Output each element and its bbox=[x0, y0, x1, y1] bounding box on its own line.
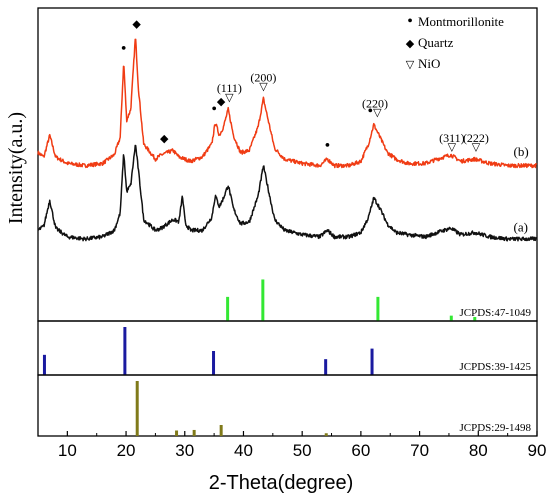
x-tick-label-2: 30 bbox=[175, 441, 194, 460]
reference-panel-0: JCPDS:47-1049 bbox=[226, 279, 531, 321]
hkl-label-12: (220) bbox=[362, 96, 388, 110]
peak-marker-2: ◆ bbox=[160, 133, 169, 145]
reference-label-2: JCPDS:29-1498 bbox=[459, 422, 531, 434]
x-tick-label-7: 80 bbox=[469, 441, 488, 460]
main-panel: (b)(a)•◆◆• ◆ ▽(111) ▽(200)•• ▽(220)▽(311)▽(2… bbox=[37, 7, 538, 322]
peak-marker-9: • bbox=[325, 137, 331, 154]
x-tick-label-1: 20 bbox=[117, 441, 136, 460]
series-label-0: (b) bbox=[514, 144, 529, 159]
x-tick-label-3: 40 bbox=[234, 441, 253, 460]
hkl-label-16: (222) bbox=[463, 131, 489, 145]
reference-panel-frame-2 bbox=[37, 374, 538, 437]
x-axis: 10 20 30 40 50 60 70 80 90 bbox=[37, 431, 547, 460]
series-line-0 bbox=[37, 38, 538, 169]
x-tick-label-6: 70 bbox=[410, 441, 429, 460]
peak-marker-11: ▽ bbox=[373, 107, 382, 119]
hkl-label-14: (311) bbox=[439, 131, 465, 145]
x-tick-label-0: 10 bbox=[58, 441, 77, 460]
peak-marker-5: ▽ bbox=[225, 92, 234, 104]
legend-label-0: Montmorillonite bbox=[418, 14, 504, 29]
x-tick-label-4: 50 bbox=[293, 441, 312, 460]
legend-label-1: Quartz bbox=[418, 35, 454, 50]
peak-marker-15: ▽ bbox=[472, 141, 481, 153]
legend-symbol-0: • bbox=[407, 13, 413, 30]
series-line-1 bbox=[37, 144, 538, 242]
reference-label-0: JCPDS:47-1049 bbox=[459, 307, 531, 319]
x-tick-label-8: 90 bbox=[528, 441, 547, 460]
peak-marker-3: • bbox=[211, 101, 217, 118]
peak-marker-13: ▽ bbox=[448, 141, 457, 153]
x-axis-label: 2-Theta(degree) bbox=[209, 472, 354, 494]
peak-marker-1: ◆ bbox=[132, 18, 141, 30]
peak-marker-10: • bbox=[367, 103, 373, 120]
reference-panel-2: JCPDS:29-1498 bbox=[37, 374, 538, 437]
peak-marker-4: ◆ bbox=[217, 96, 226, 108]
y-axis-label: Intensity(a.u.) bbox=[5, 112, 27, 224]
peak-marker-7: ▽ bbox=[259, 81, 268, 93]
hkl-label-8: (200) bbox=[250, 70, 276, 84]
legend: • Montmorillonite◆ Quartz▽ NiO bbox=[406, 13, 504, 71]
reference-panels: JCPDS:47-1049 JCPDS:39-1425 JCPDS:29-1498 bbox=[37, 279, 538, 437]
legend-symbol-2: ▽ bbox=[406, 59, 415, 71]
legend-symbol-1: ◆ bbox=[406, 38, 415, 50]
peak-marker-0: • bbox=[121, 40, 127, 57]
series-label-1: (a) bbox=[514, 219, 528, 234]
x-tick-label-5: 60 bbox=[351, 441, 370, 460]
legend-label-2: NiO bbox=[418, 56, 440, 71]
reference-label-1: JCPDS:39-1425 bbox=[459, 361, 531, 373]
hkl-label-6: (111) bbox=[217, 81, 242, 95]
